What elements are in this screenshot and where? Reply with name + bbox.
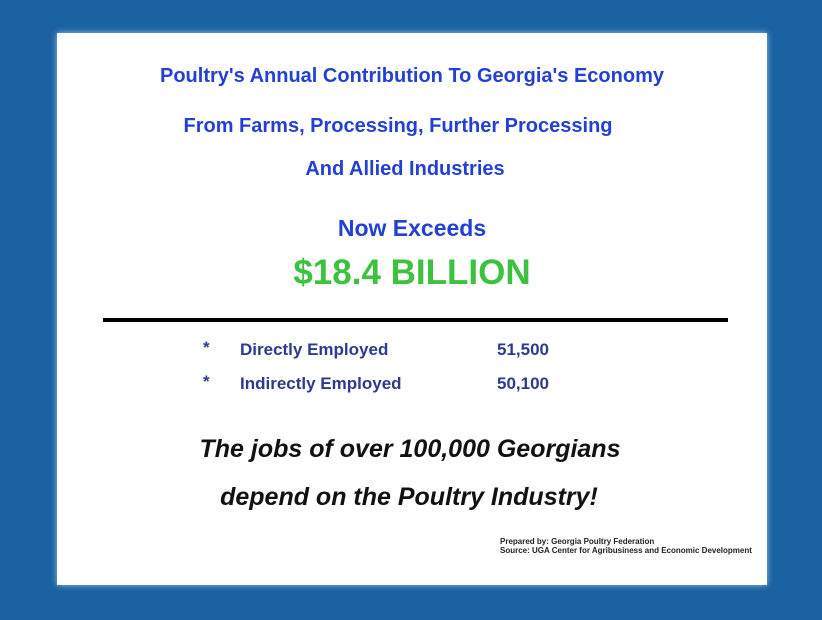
- stat-label: Directly Employed: [240, 340, 389, 359]
- bullet: *: [203, 338, 210, 357]
- title-line: From Farms, Processing, Further Processi…: [183, 115, 613, 137]
- slide: Poultry's Annual Contribution To Georgia…: [57, 33, 767, 585]
- title-line: And Allied Industries: [305, 158, 505, 180]
- title-line: Poultry's Annual Contribution To Georgia…: [160, 65, 664, 87]
- tagline: depend on the Poultry Industry!: [220, 483, 598, 511]
- tagline: The jobs of over 100,000 Georgians: [199, 435, 621, 463]
- bullet: *: [203, 372, 210, 391]
- credit: Source: UGA Center for Agribusiness and …: [500, 546, 752, 555]
- stat-label: Indirectly Employed: [240, 374, 402, 393]
- credit: Prepared by: Georgia Poultry Federation: [500, 537, 655, 546]
- divider: [103, 318, 728, 322]
- subtitle: Now Exceeds: [337, 215, 487, 241]
- stat-value: 50,100: [497, 374, 549, 393]
- amount: $18.4 BILLION: [293, 253, 531, 292]
- stat-value: 51,500: [497, 340, 549, 359]
